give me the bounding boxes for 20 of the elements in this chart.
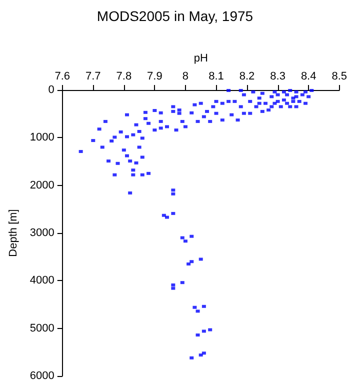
- x-tick-label: 8.3: [270, 70, 286, 82]
- x-tick-label: 8.2: [239, 70, 255, 82]
- x-tick-label: 7.9: [147, 70, 162, 82]
- x-tick-label: 8.4: [300, 70, 316, 82]
- y-tick-label: 6000: [30, 370, 54, 382]
- y-tick-label: 0: [48, 84, 54, 96]
- y-tick-label: 1000: [30, 132, 54, 144]
- x-tick-label: 7.8: [116, 70, 132, 82]
- x-tick-label: 8.1: [208, 70, 224, 82]
- x-tick-label: 8.5: [332, 70, 348, 82]
- x-tick-label: 7.7: [86, 70, 101, 82]
- y-tick-label: 3000: [30, 227, 54, 239]
- x-tick-label: 8: [182, 70, 189, 82]
- x-tick-label: 7.6: [54, 70, 70, 82]
- x-axis-title: pH: [194, 52, 208, 64]
- y-tick-label: 2000: [30, 179, 54, 192]
- y-tick-label: 5000: [30, 322, 54, 334]
- y-axis-title: Depth [m]: [8, 209, 20, 257]
- y-tick-label: 4000: [30, 274, 54, 287]
- chart-title: MODS2005 in May, 1975: [96, 8, 254, 24]
